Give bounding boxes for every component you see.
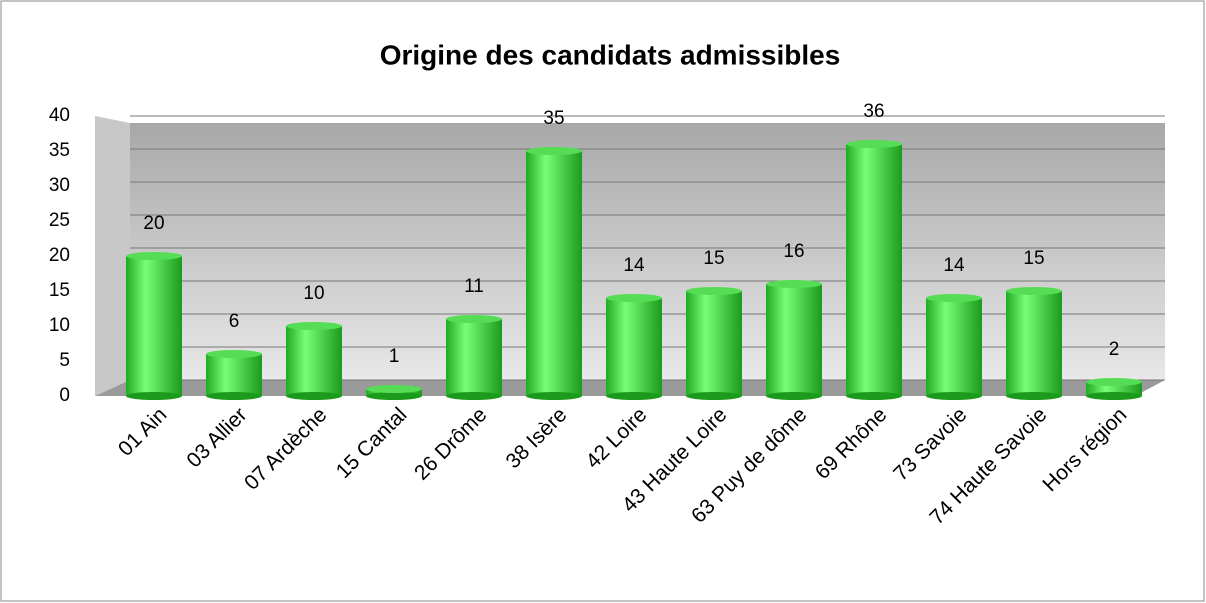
bar-top (766, 280, 822, 288)
bar-bottom (526, 392, 582, 400)
bar (526, 151, 582, 396)
bar (846, 144, 902, 396)
side-wall (95, 116, 130, 396)
bar-bottom (446, 392, 502, 400)
y-tick-label: 30 (49, 175, 70, 196)
y-tick-label: 40 (49, 105, 70, 126)
bar (446, 319, 502, 396)
y-tick-label: 10 (49, 315, 70, 336)
value-label: 15 (703, 248, 724, 269)
bar (206, 354, 262, 396)
bar-bottom (126, 392, 182, 400)
value-label: 2 (1109, 339, 1120, 360)
bar (606, 298, 662, 396)
bar-top (526, 147, 582, 155)
y-tick-label: 25 (49, 210, 70, 231)
bar (766, 284, 822, 396)
bar (686, 291, 742, 396)
bar-top (286, 322, 342, 330)
bar-top (926, 294, 982, 302)
y-tick-label: 35 (49, 140, 70, 161)
bar-bottom (766, 392, 822, 400)
y-tick-label: 20 (49, 245, 70, 266)
bar (1006, 291, 1062, 396)
value-label: 20 (143, 213, 164, 234)
bar-top (1086, 378, 1142, 386)
bar-top (686, 287, 742, 295)
bar-bottom (846, 392, 902, 400)
bar-bottom (206, 392, 262, 400)
bar (926, 298, 982, 396)
chart-title: Origine des candidats admissibles (380, 39, 841, 70)
value-label: 6 (229, 311, 240, 332)
y-tick-label: 15 (49, 280, 70, 301)
bar-bottom (1086, 392, 1142, 400)
bar (126, 256, 182, 396)
value-label: 14 (623, 255, 645, 276)
bar-bottom (606, 392, 662, 400)
bar (1086, 382, 1142, 396)
bar-top (446, 315, 502, 323)
bar-bottom (686, 392, 742, 400)
bar-top (206, 350, 262, 358)
back-wall (130, 123, 1165, 380)
bar-top (366, 385, 422, 393)
bar-top (1006, 287, 1062, 295)
value-label: 15 (1023, 248, 1044, 269)
value-label: 10 (303, 283, 324, 304)
bar-bottom (1006, 392, 1062, 400)
bar-bottom (286, 392, 342, 400)
bar (286, 326, 342, 396)
bar-bottom (366, 392, 422, 400)
bar-top (846, 140, 902, 148)
value-label: 14 (943, 255, 965, 276)
value-label: 35 (543, 108, 564, 129)
value-label: 1 (389, 346, 400, 367)
value-label: 11 (464, 276, 484, 297)
bar-top (126, 252, 182, 260)
value-label: 16 (783, 241, 804, 262)
value-label: 36 (863, 101, 884, 122)
y-tick-label: 0 (59, 385, 70, 406)
bar-bottom (926, 392, 982, 400)
bar-top (606, 294, 662, 302)
y-tick-label: 5 (59, 350, 70, 371)
